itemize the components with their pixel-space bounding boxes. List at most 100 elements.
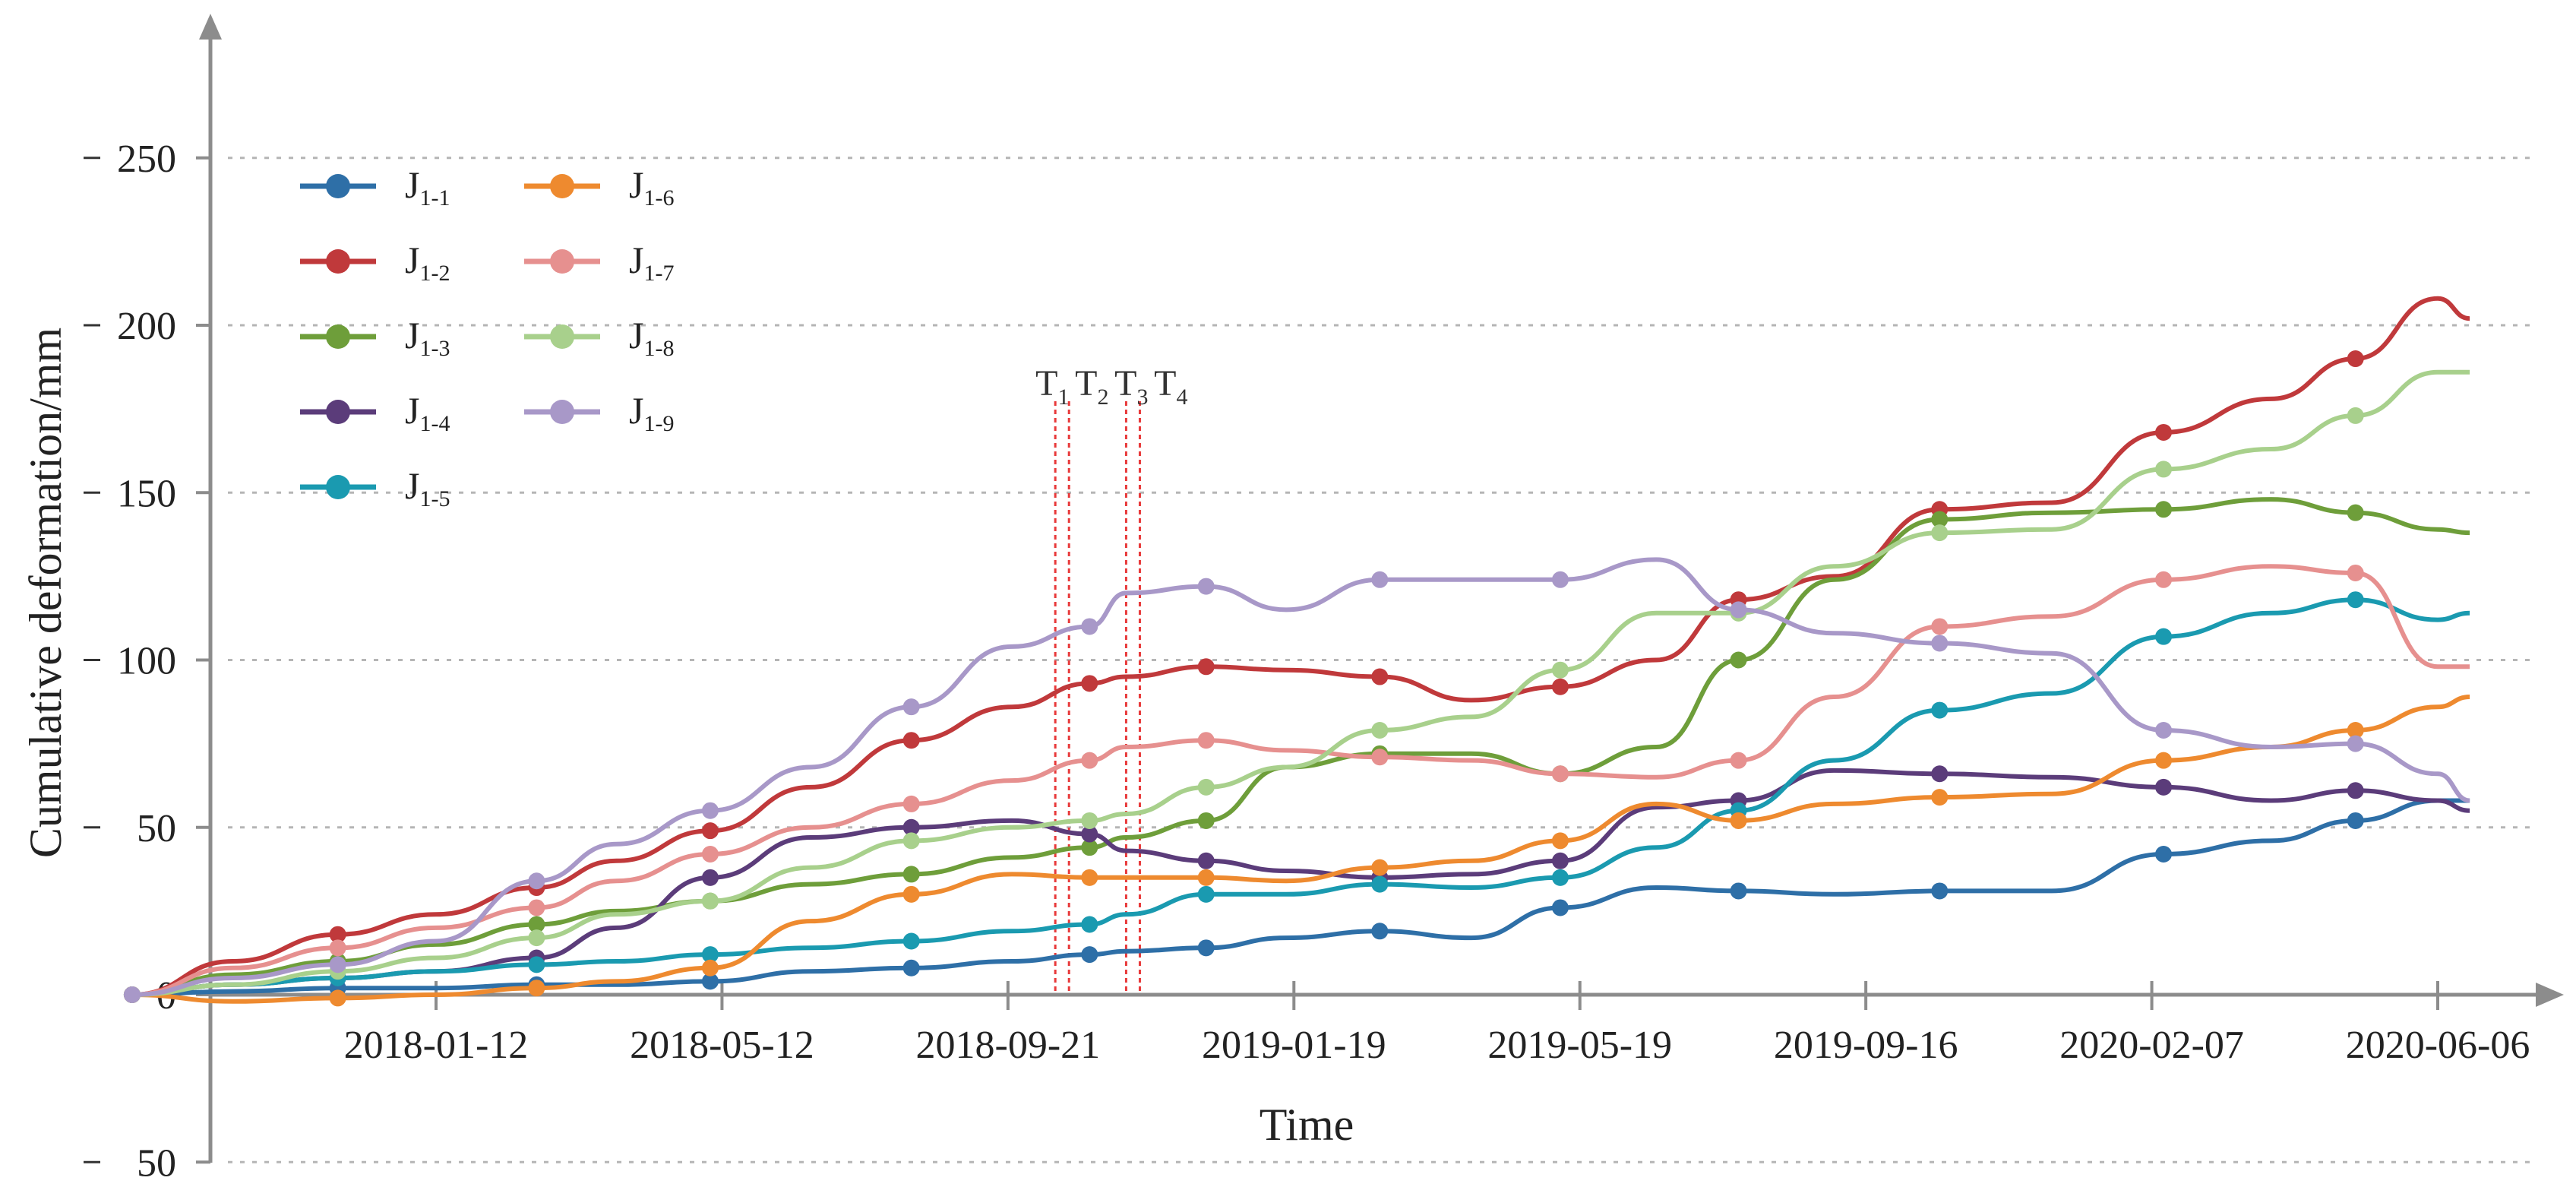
- series-1-9: [123, 557, 2470, 1003]
- y-tick-label: 50: [137, 1141, 176, 1185]
- event-marker-label: T2: [1075, 363, 1108, 410]
- data-point: [1197, 852, 1215, 869]
- data-point: [1197, 778, 1215, 796]
- legend-label: J1-8: [629, 314, 674, 361]
- axes: [199, 14, 2564, 1163]
- data-point: [1081, 916, 1098, 933]
- data-point: [902, 698, 920, 716]
- data-point: [2155, 628, 2173, 645]
- data-series: [123, 296, 2470, 1007]
- data-point: [701, 946, 719, 964]
- x-tick-label: 2020-02-07: [2059, 1024, 2244, 1067]
- data-point: [701, 869, 719, 886]
- legend-swatch-dot: [550, 324, 574, 349]
- data-point: [1730, 882, 1747, 900]
- event-marker-label: T4: [1154, 363, 1187, 410]
- data-point: [2347, 504, 2364, 521]
- data-point: [1371, 571, 1389, 588]
- legend-item-1-1: J1-1: [300, 163, 450, 210]
- y-tick-label: 150: [117, 472, 176, 515]
- data-point: [2347, 722, 2364, 739]
- data-point: [1371, 722, 1389, 739]
- data-point: [1197, 578, 1215, 595]
- x-tick-label: 2020-06-06: [2346, 1024, 2530, 1067]
- data-point: [528, 956, 545, 973]
- data-point: [2155, 845, 2173, 863]
- legend-item-1-3: J1-3: [300, 314, 450, 361]
- data-point: [902, 866, 920, 883]
- data-point: [2155, 423, 2173, 441]
- data-point: [1730, 752, 1747, 769]
- legend-swatch-dot: [326, 324, 350, 349]
- legend-swatch-dot: [326, 174, 350, 198]
- data-point: [1197, 869, 1215, 886]
- x-tick-label: 2018-01-12: [344, 1024, 529, 1067]
- legend: J1-1 J1-2 J1-3 J1-4 J1-5 J1-6 J1-7 J1-8 J1-9: [300, 163, 674, 511]
- data-point: [1081, 825, 1098, 843]
- legend-label: J1-6: [629, 163, 674, 210]
- data-point: [1730, 812, 1747, 829]
- event-marker-label: T1: [1035, 363, 1069, 410]
- data-point: [1931, 701, 1949, 719]
- data-point: [902, 932, 920, 950]
- data-point: [528, 929, 545, 947]
- data-point: [1931, 765, 1949, 783]
- legend-label: J1-1: [405, 163, 450, 210]
- x-axis-arrow-icon: [2536, 983, 2564, 1007]
- data-point: [701, 973, 719, 990]
- y-tick-label: 50: [137, 807, 176, 850]
- legend-item-1-6: J1-6: [524, 163, 674, 210]
- legend-swatch-dot: [326, 475, 350, 499]
- data-point: [1931, 789, 1949, 806]
- data-point: [2155, 722, 2173, 739]
- data-point: [1197, 812, 1215, 829]
- data-point: [1371, 923, 1389, 940]
- data-point: [329, 956, 346, 973]
- legend-label: J1-9: [629, 389, 674, 436]
- data-point: [1551, 869, 1569, 886]
- legend-swatch-dot: [326, 249, 350, 274]
- y-tick-label: 200: [117, 305, 176, 348]
- data-point: [528, 980, 545, 997]
- legend-item-1-5: J1-5: [300, 464, 450, 511]
- event-marker-label: T3: [1114, 363, 1148, 410]
- data-point: [1081, 812, 1098, 829]
- y-tick-label: 100: [117, 640, 176, 683]
- grid-lines: [228, 157, 2537, 1163]
- legend-item-1-4: J1-4: [300, 389, 450, 436]
- legend-item-1-7: J1-7: [524, 239, 674, 286]
- data-point: [2155, 461, 2173, 478]
- series-line: [131, 564, 2470, 997]
- data-point: [902, 732, 920, 749]
- data-point: [902, 795, 920, 812]
- x-tick-label: 2019-09-16: [1774, 1024, 1958, 1067]
- series-line: [131, 557, 2470, 997]
- legend-item-1-9: J1-9: [524, 389, 674, 436]
- data-point: [528, 872, 545, 890]
- data-point: [123, 986, 141, 1003]
- data-point: [902, 885, 920, 903]
- data-point: [528, 916, 545, 933]
- series-1-5: [123, 591, 2470, 1003]
- legend-swatch-dot: [550, 400, 574, 424]
- legend-swatch-dot: [550, 174, 574, 198]
- data-point: [1371, 749, 1389, 766]
- data-point: [2155, 571, 2173, 588]
- series-1-8: [123, 369, 2470, 1003]
- legend-label: J1-4: [405, 389, 450, 436]
- x-tick-label: 2019-01-19: [1202, 1024, 1386, 1067]
- x-tick-label: 2018-09-21: [916, 1024, 1101, 1067]
- legend-label: J1-5: [405, 464, 450, 511]
- data-point: [1081, 839, 1098, 856]
- series-line: [131, 597, 2470, 997]
- data-point: [1371, 875, 1389, 893]
- y-tick-label: 250: [117, 138, 176, 181]
- data-point: [2347, 407, 2364, 424]
- x-axis-title: Time: [1260, 1100, 1354, 1150]
- series-1-2: [123, 296, 2470, 1003]
- legend-item-1-2: J1-2: [300, 239, 450, 286]
- data-point: [2155, 752, 2173, 769]
- legend-swatch-dot: [326, 400, 350, 424]
- data-point: [1931, 882, 1949, 900]
